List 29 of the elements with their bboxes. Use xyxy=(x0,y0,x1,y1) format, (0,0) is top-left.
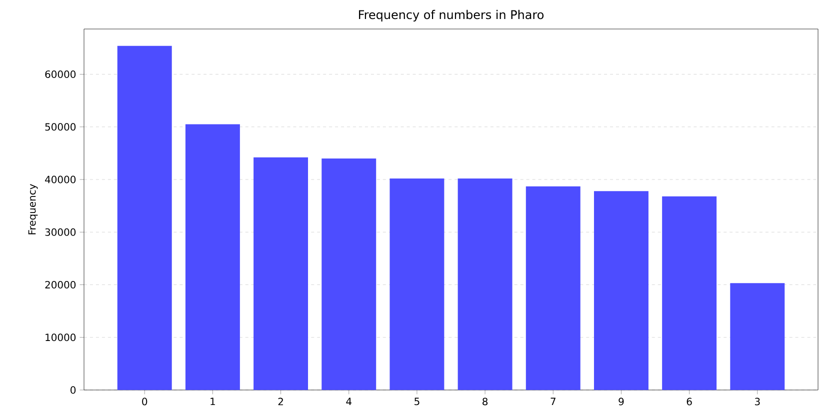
x-tick-label: 9 xyxy=(618,398,624,406)
y-tick-label: 60000 xyxy=(45,70,76,78)
bar xyxy=(117,46,172,390)
x-tick-label: 2 xyxy=(278,398,283,406)
bar xyxy=(390,178,444,390)
bar xyxy=(185,124,240,390)
y-axis-title: Frequency xyxy=(28,184,38,234)
y-tick-label: 30000 xyxy=(45,228,76,236)
y-tick-label: 10000 xyxy=(46,334,76,342)
x-tick-label: 7 xyxy=(550,398,556,406)
bar xyxy=(662,196,717,390)
chart-title: Frequency of numbers in Pharo xyxy=(359,10,544,22)
bar xyxy=(594,191,648,390)
y-tick-label: 40000 xyxy=(45,176,76,184)
x-tick-label: 0 xyxy=(142,398,148,406)
x-tick-label: 8 xyxy=(482,398,488,406)
y-tick-label: 50000 xyxy=(45,123,76,131)
x-tick-label: 1 xyxy=(210,398,215,406)
bar xyxy=(322,158,376,390)
bar xyxy=(458,178,512,390)
x-tick-label: 3 xyxy=(755,398,760,406)
bar xyxy=(254,157,308,390)
y-tick-label: 0 xyxy=(70,386,76,394)
x-tick-label: 6 xyxy=(686,398,692,406)
bar xyxy=(730,283,785,390)
y-tick-label: 20000 xyxy=(45,280,76,289)
bar xyxy=(526,186,580,390)
x-tick-label: 5 xyxy=(414,398,420,406)
x-tick-label: 4 xyxy=(346,398,352,406)
